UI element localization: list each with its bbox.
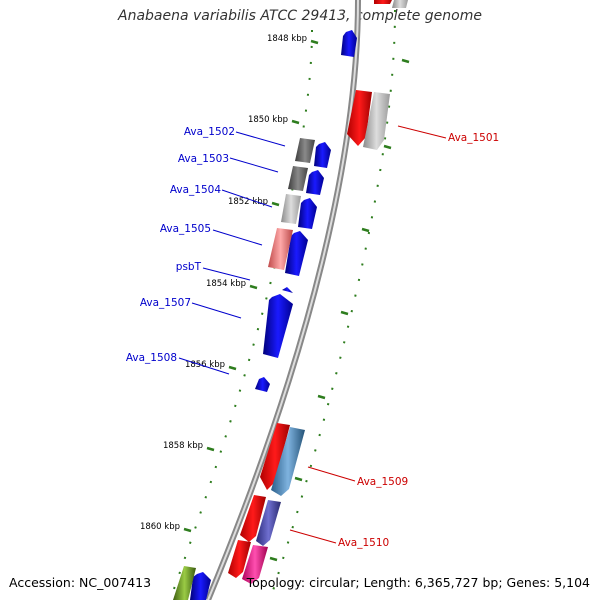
gene-label-ava-1507[interactable]: Ava_1507 (140, 297, 191, 309)
accession-text: Accession: NC_007413 (9, 575, 152, 590)
map-title: Anabaena variabilis ATCC 29413, complete… (118, 8, 482, 24)
gene-arrow[interactable] (306, 170, 324, 195)
gene-arrow[interactable] (363, 92, 390, 150)
gene-arrow[interactable] (260, 423, 290, 490)
kbp-label-1856: 1856 kbp (185, 360, 225, 370)
inner-dotted-ring (169, 29, 313, 600)
gene-label-ava-1503[interactable]: Ava_1503 (178, 153, 229, 165)
kbp-label-1852: 1852 kbp (228, 197, 268, 207)
gene-arrow[interactable] (242, 545, 268, 584)
gene-arrow[interactable] (282, 287, 293, 293)
right-leader-lines (289, 125, 447, 544)
kbp-label-1850: 1850 kbp (248, 115, 288, 125)
kbp-tick-marks (183, 39, 319, 533)
gene-block[interactable] (288, 166, 308, 191)
gene-label-ava-1509[interactable]: Ava_1509 (357, 476, 408, 488)
gene-arrow[interactable] (228, 540, 251, 578)
gene-arrow[interactable] (392, 0, 408, 8)
gene-block[interactable] (295, 138, 315, 163)
gene-arrow[interactable] (347, 90, 372, 146)
gene-label-ava-1504[interactable]: Ava_1504 (170, 184, 222, 196)
kbp-label-1858: 1858 kbp (163, 441, 203, 451)
outer-dotted-ring (269, 9, 396, 600)
gene-label-ava-1501[interactable]: Ava_1501 (448, 132, 499, 144)
gene-arrow[interactable] (285, 231, 308, 276)
gene-label-ava-1508[interactable]: Ava_1508 (126, 352, 177, 364)
gene-arrow[interactable] (298, 198, 317, 229)
kbp-label-1848: 1848 kbp (267, 34, 307, 44)
kbp-label-1860: 1860 kbp (140, 522, 180, 532)
gene-arrow[interactable] (190, 572, 211, 600)
gene-arrow[interactable] (256, 500, 281, 546)
gene-arrow[interactable] (374, 0, 392, 4)
gene-block[interactable] (173, 566, 196, 600)
kbp-label-1854: 1854 kbp (206, 279, 246, 289)
gene-arrow[interactable] (341, 30, 357, 57)
gene-label-ava-1505[interactable]: Ava_1505 (160, 223, 211, 235)
gene-arrow[interactable] (240, 495, 266, 542)
gene-arrow[interactable] (314, 142, 331, 168)
left-leader-lines (178, 131, 286, 375)
gene-label-ava-1510[interactable]: Ava_1510 (338, 537, 389, 549)
gene-features (173, 0, 408, 600)
gene-arrow[interactable] (255, 377, 270, 392)
gene-label-ava-1502[interactable]: Ava_1502 (184, 126, 235, 138)
gene-block[interactable] (268, 228, 293, 270)
gene-label-psbt[interactable]: psbT (176, 261, 202, 273)
gene-arrow[interactable] (271, 427, 305, 496)
outer-tick-marks (269, 58, 410, 562)
gene-block[interactable] (281, 194, 301, 224)
gene-arrow[interactable] (263, 294, 293, 358)
genome-stats-text: Topology: circular; Length: 6,365,727 bp… (246, 575, 590, 590)
